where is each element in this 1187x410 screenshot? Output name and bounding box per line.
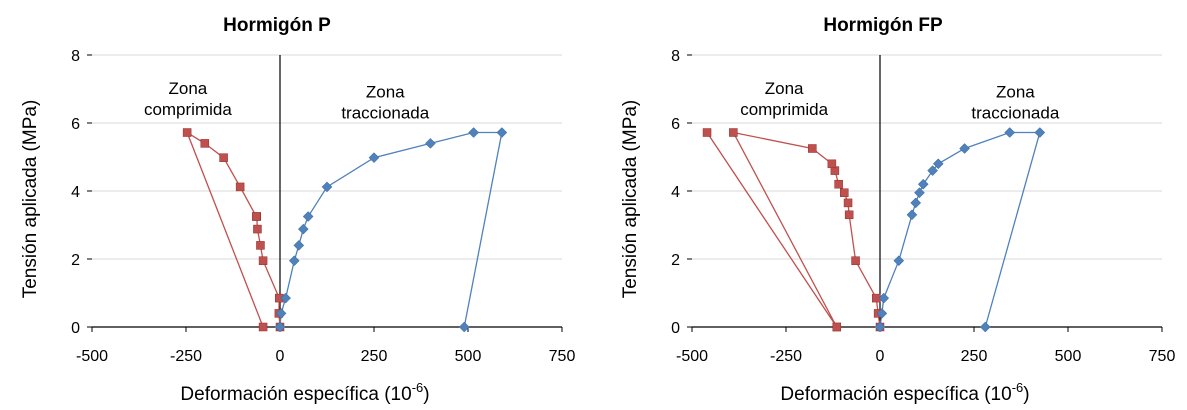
y-tick-label: 2 [71,252,80,269]
annotation-line: Zona [765,79,804,98]
x-tick-label: -500 [76,348,108,365]
data-point-compression [851,256,860,265]
data-point-compression [729,128,738,137]
series-line-tension [279,131,503,328]
data-point-tension [1034,127,1046,138]
data-point-compression [843,198,853,208]
data-point-compression [840,188,849,197]
y-tick-label: 0 [71,320,80,337]
data-point-tension [876,308,888,319]
data-point-tension [297,223,309,235]
data-point-tension [893,255,905,267]
data-point-tension [288,255,300,267]
data-point-tension [874,321,886,333]
data-point-tension [910,197,922,209]
series-line-compression [706,131,881,328]
data-point-tension [906,209,918,221]
y-tick-label: 8 [671,48,680,65]
x-axis-label: Deformación específica (10-6) [180,380,429,405]
y-tick-label: 0 [671,320,680,337]
x-tick-label: 500 [455,348,482,365]
annotation-compression-zone: Zona comprimida [740,79,828,119]
annotation-line: Zona [169,79,208,98]
annotation-tension-zone: Zona traccionada [341,83,429,123]
x-axis-label-close: ) [1023,384,1029,405]
data-point-compression [702,128,712,137]
annotation-tension-zone: Zona traccionada [971,83,1059,123]
chart-1: Hormigón P 0 2 4 6 8 -500 -250 0 250 500 750 Tensión… [20,15,575,405]
x-tick-label: 0 [276,348,285,365]
y-axis-label: Tensión aplicada (MPa) [20,100,41,299]
data-point-compression [219,153,228,162]
chart-2: Hormigón FP 0 2 4 6 8 -500 -250 0 250 500 750 Tensió… [620,15,1175,405]
data-point-tension [959,143,970,154]
data-point-tension [1004,127,1016,138]
annotation-line: comprimida [740,100,828,119]
y-tick-label: 4 [671,184,680,201]
y-tick-label: 6 [71,116,80,133]
data-point-tension [293,240,305,251]
data-point-tension [496,127,508,138]
chart-title: Hormigón FP [823,15,943,36]
data-point-tension [368,152,380,164]
data-point-tension [458,321,470,333]
data-point-compression [252,212,261,221]
annotation-line: comprimida [144,100,232,119]
data-point-compression [182,128,192,137]
x-tick-label: 750 [549,348,576,365]
data-point-tension [468,127,479,138]
series-line-compression [185,130,281,328]
x-tick-label: 250 [361,348,388,365]
data-point-compression [834,179,843,189]
data-point-tension [878,292,890,304]
data-point-compression [827,159,837,169]
annotation-line: traccionada [341,104,429,123]
series-line-tension [879,131,1041,328]
data-point-compression [844,210,854,220]
annotation-line: Zona [366,83,405,102]
x-tick-label: 500 [1055,348,1082,365]
data-point-compression [235,182,245,192]
data-point-compression [253,224,262,234]
data-point-tension [425,138,436,149]
data-point-tension [321,181,333,193]
annotation-compression-zone: Zona comprimida [144,79,232,119]
y-tick-label: 6 [671,116,680,133]
data-point-compression [258,256,268,265]
x-tick-label: -250 [170,348,202,365]
x-axis-label-main: Deformación específica (10 [180,384,411,405]
data-point-tension [275,308,287,319]
x-tick-label: 0 [876,348,885,365]
data-point-tension [979,321,991,333]
y-tick-label: 2 [671,252,680,269]
data-point-compression [200,139,210,148]
data-point-compression [258,322,268,332]
x-axis-label-main: Deformación específica (10 [780,384,1011,405]
x-tick-label: 750 [1149,348,1176,365]
x-tick-label: -250 [770,348,802,365]
y-tick-label: 4 [71,184,80,201]
data-point-compression [808,144,817,153]
y-tick-label: 8 [71,48,80,65]
x-tick-label: -500 [676,348,708,365]
data-point-tension [914,187,925,199]
x-axis-label-exponent: -6 [412,380,424,395]
data-point-tension [302,211,314,222]
data-point-compression [256,241,265,250]
data-point-tension [280,292,291,304]
data-point-compression [832,322,842,332]
data-point-tension [927,165,938,176]
data-point-tension [917,178,929,190]
x-axis-label: Deformación específica (10-6) [780,380,1029,405]
data-point-tension [274,321,286,333]
annotation-line: Zona [996,83,1035,102]
x-tick-label: 250 [961,348,988,365]
annotation-line: traccionada [971,104,1059,123]
x-axis-label-exponent: -6 [1012,380,1024,395]
data-point-tension [932,158,944,170]
x-axis-label-close: ) [423,384,429,405]
chart-title: Hormigón P [223,15,331,36]
y-axis-label: Tensión aplicada (MPa) [620,100,641,299]
